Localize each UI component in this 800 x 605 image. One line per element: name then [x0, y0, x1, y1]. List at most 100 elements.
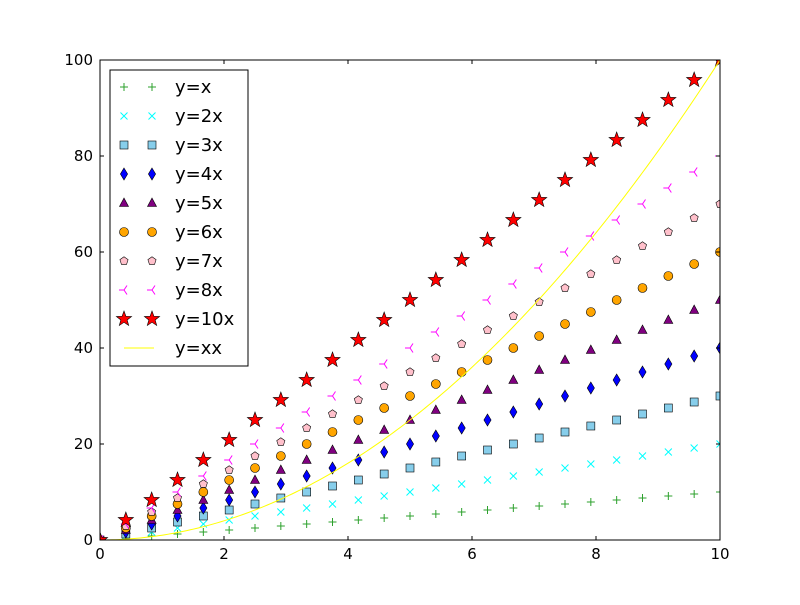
data-point — [586, 460, 595, 468]
data-point — [456, 394, 467, 404]
data-point — [250, 451, 260, 460]
data-point — [375, 311, 393, 328]
data-point — [560, 427, 570, 437]
data-point — [689, 304, 700, 314]
legend-entry: y=8x — [119, 280, 223, 301]
data-point — [664, 357, 673, 371]
data-point — [453, 251, 471, 268]
data-point — [689, 397, 699, 407]
data-point — [431, 353, 441, 362]
legend-marker — [148, 83, 156, 91]
data-point — [638, 452, 647, 460]
data-point — [275, 464, 286, 474]
data-point — [251, 485, 259, 499]
y-tick-label: 100 — [64, 51, 93, 69]
data-point — [431, 510, 440, 518]
data-point — [509, 405, 518, 419]
data-point — [664, 403, 673, 413]
data-point — [689, 259, 699, 269]
data-point — [482, 295, 491, 305]
data-point — [225, 493, 234, 507]
data-point — [612, 373, 621, 387]
legend-entry: y=10x — [115, 309, 235, 330]
data-point — [715, 294, 720, 304]
data-point — [353, 395, 363, 404]
data-point — [483, 413, 492, 427]
data-point — [406, 488, 414, 496]
data-point — [225, 526, 234, 534]
legend-marker — [148, 112, 156, 120]
x-tick-label: 4 — [343, 545, 353, 563]
data-point — [354, 516, 363, 524]
data-point — [276, 451, 286, 461]
data-point — [327, 444, 338, 454]
data-point — [198, 479, 208, 488]
data-point — [380, 514, 389, 522]
data-point — [534, 364, 545, 374]
data-point — [530, 191, 548, 208]
data-point — [508, 279, 517, 289]
data-point — [354, 496, 363, 504]
data-point — [483, 325, 492, 334]
data-point — [301, 439, 312, 449]
data-point — [534, 297, 544, 306]
data-point — [561, 389, 569, 403]
data-point — [379, 381, 389, 390]
legend-entry: y=6x — [119, 222, 223, 243]
data-point — [117, 511, 135, 528]
data-point — [328, 500, 337, 508]
data-point — [659, 91, 677, 108]
data-point — [586, 307, 596, 317]
y-tick-label: 0 — [83, 531, 93, 549]
data-point — [380, 492, 389, 500]
data-point — [324, 351, 341, 368]
data-point — [534, 433, 544, 443]
data-point — [585, 231, 595, 241]
data-point — [379, 424, 390, 434]
legend-entry: y=2x — [120, 106, 223, 127]
data-point — [634, 111, 651, 128]
legend-label: y=2x — [175, 106, 223, 127]
legend-entry: y=3x — [119, 135, 223, 156]
legend-marker — [143, 310, 161, 327]
y-tick-label: 20 — [74, 435, 93, 453]
data-point — [689, 167, 698, 177]
data-point — [301, 454, 312, 464]
data-point — [585, 344, 596, 354]
legend: y=x y=2x y=3x y=4x y=5x y=6x y=7x y=8x y=10x y=xx — [109, 69, 249, 367]
data-point — [169, 471, 186, 488]
y-tick-label: 60 — [74, 243, 93, 261]
data-point — [224, 484, 235, 494]
data-point — [327, 391, 336, 401]
data-point — [664, 448, 673, 456]
data-point — [250, 463, 260, 473]
legend-marker — [119, 256, 129, 265]
data-point — [327, 427, 338, 437]
data-point — [354, 453, 363, 467]
data-point — [663, 271, 674, 281]
y-tick-label: 40 — [74, 339, 93, 357]
data-point — [199, 501, 208, 515]
data-point — [716, 488, 720, 496]
data-point — [194, 451, 212, 468]
data-point — [586, 421, 596, 431]
data-point — [534, 331, 544, 341]
data-point — [302, 487, 311, 497]
x-tick-label: 2 — [219, 545, 229, 563]
data-point — [690, 349, 699, 363]
series-y-10x — [100, 60, 720, 540]
data-point — [199, 528, 208, 536]
data-point — [224, 465, 234, 474]
data-point — [379, 469, 389, 479]
data-point — [173, 530, 182, 538]
data-point — [483, 476, 492, 484]
data-point — [456, 311, 466, 321]
legend-entry: y=xx — [124, 338, 222, 359]
data-point — [224, 455, 233, 465]
data-point — [637, 283, 648, 293]
legend-marker — [119, 285, 128, 295]
legend-marker — [147, 285, 156, 295]
data-point — [250, 439, 259, 449]
data-point — [405, 367, 415, 376]
x-tick-label: 6 — [467, 545, 477, 563]
